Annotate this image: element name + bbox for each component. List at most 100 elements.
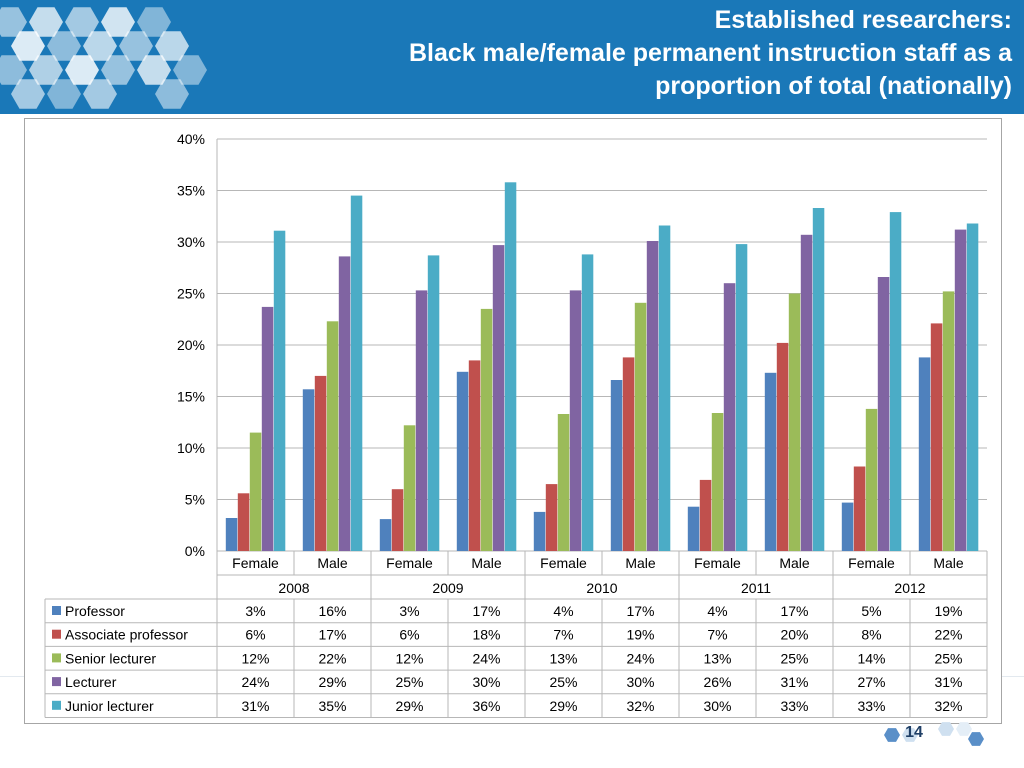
bar-associate-professor: [853, 466, 866, 551]
data-label: 24%: [472, 650, 500, 666]
slide-title: Established researchers: Black male/fema…: [212, 4, 1012, 103]
data-label: 4%: [707, 603, 727, 619]
x-category-label: Female: [848, 555, 895, 571]
bar-senior-lecturer: [326, 321, 339, 551]
hexagon-icon: [29, 7, 63, 37]
bar-junior-lecturer: [889, 212, 902, 551]
data-label: 19%: [626, 627, 654, 643]
data-label: 17%: [472, 603, 500, 619]
hexagon-icon: [137, 7, 171, 37]
data-label: 33%: [780, 698, 808, 714]
x-category-label: Male: [779, 555, 810, 571]
data-label: 24%: [241, 674, 269, 690]
hexagon-icon: [83, 31, 117, 61]
bar-lecturer: [492, 245, 505, 551]
hexagon-icon: [83, 79, 117, 109]
bar-senior-lecturer: [403, 425, 416, 551]
hexagon-logo-icon: [0, 7, 207, 109]
hexagon-icon: [11, 31, 45, 61]
bar-lecturer: [800, 234, 813, 552]
chart-frame: 0% 5% 10% 15% 20% 25% 30% 35% 40% Female Male Femal…: [24, 118, 1002, 724]
data-label: 7%: [553, 627, 573, 643]
data-label: 13%: [549, 650, 577, 666]
legend-label: Junior lecturer: [65, 698, 154, 714]
data-label: 18%: [472, 627, 500, 643]
data-label: 30%: [626, 674, 654, 690]
legend-label: Associate professor: [65, 627, 188, 643]
x-category-label: Female: [386, 555, 433, 571]
bar-associate-professor: [545, 484, 558, 551]
bar-associate-professor: [468, 360, 481, 551]
bar-lecturer: [261, 306, 274, 551]
data-label: 30%: [472, 674, 500, 690]
data-label: 27%: [857, 674, 885, 690]
legend-label: Senior lecturer: [65, 650, 156, 666]
hexagon-icon: [0, 55, 27, 85]
data-label: 25%: [549, 674, 577, 690]
hexagon-footer-icon: [884, 722, 984, 746]
hexagon-icon: [155, 31, 189, 61]
x-category-label: Female: [540, 555, 587, 571]
bar-lecturer: [877, 277, 890, 551]
x-category-label: Male: [317, 555, 348, 571]
data-label: 26%: [703, 674, 731, 690]
hexagon-icon: [47, 79, 81, 109]
hexagon-icon: [101, 55, 135, 85]
data-label: 19%: [934, 603, 962, 619]
data-label: 20%: [780, 627, 808, 643]
bar-associate-professor: [930, 323, 943, 551]
data-label: 32%: [626, 698, 654, 714]
hexagon-icon: [65, 55, 99, 85]
legend-label: Professor: [65, 603, 125, 619]
bar-chart-with-data-table: 0% 5% 10% 15% 20% 25% 30% 35% 40% Female Male Femal…: [44, 131, 988, 718]
bar-senior-lecturer: [711, 413, 724, 551]
bar-junior-lecturer: [966, 223, 979, 551]
data-label: 14%: [857, 650, 885, 666]
bar-professor: [533, 511, 546, 551]
data-label: 3%: [245, 603, 265, 619]
y-tick-label: 25%: [177, 286, 205, 302]
y-tick-label: 0%: [185, 543, 205, 559]
bar-lecturer: [569, 290, 582, 551]
bar-junior-lecturer: [581, 254, 594, 551]
bar-lecturer: [646, 241, 659, 551]
bar-associate-professor: [391, 489, 404, 551]
y-tick-label: 10%: [177, 440, 205, 456]
bar-professor: [687, 506, 700, 551]
data-label: 33%: [857, 698, 885, 714]
data-label: 31%: [780, 674, 808, 690]
legend-swatch: [52, 677, 61, 687]
bar-lecturer: [338, 256, 351, 551]
bar-junior-lecturer: [504, 182, 517, 552]
bar-professor: [918, 357, 931, 551]
data-label: 30%: [703, 698, 731, 714]
x-year-label: 2008: [278, 580, 309, 596]
data-label: 7%: [707, 627, 727, 643]
bar-professor: [302, 389, 315, 551]
hexagon-icon: [0, 7, 27, 37]
y-tick-label: 15%: [177, 389, 205, 405]
data-label: 6%: [245, 627, 265, 643]
x-category-label: Male: [933, 555, 964, 571]
legend-label: Lecturer: [65, 674, 117, 690]
x-category-label: Female: [232, 555, 279, 571]
hexagon-icon: [137, 55, 171, 85]
data-label: 13%: [703, 650, 731, 666]
x-year-label: 2011: [741, 580, 771, 596]
bar-associate-professor: [314, 375, 327, 551]
legend-swatch: [52, 606, 61, 615]
bar-senior-lecturer: [480, 308, 493, 551]
legend-swatch: [52, 700, 61, 710]
bar-senior-lecturer: [788, 293, 801, 551]
y-tick-label: 40%: [177, 131, 205, 147]
hexagon-icon: [101, 7, 135, 37]
y-tick-label: 30%: [177, 234, 205, 250]
data-label: 31%: [934, 674, 962, 690]
data-label: 25%: [780, 650, 808, 666]
bar-junior-lecturer: [427, 255, 440, 551]
bar-professor: [764, 372, 777, 551]
data-label: 25%: [395, 674, 423, 690]
hexagon-icon: [956, 722, 972, 736]
data-label: 29%: [395, 698, 423, 714]
bar-professor: [379, 519, 392, 551]
